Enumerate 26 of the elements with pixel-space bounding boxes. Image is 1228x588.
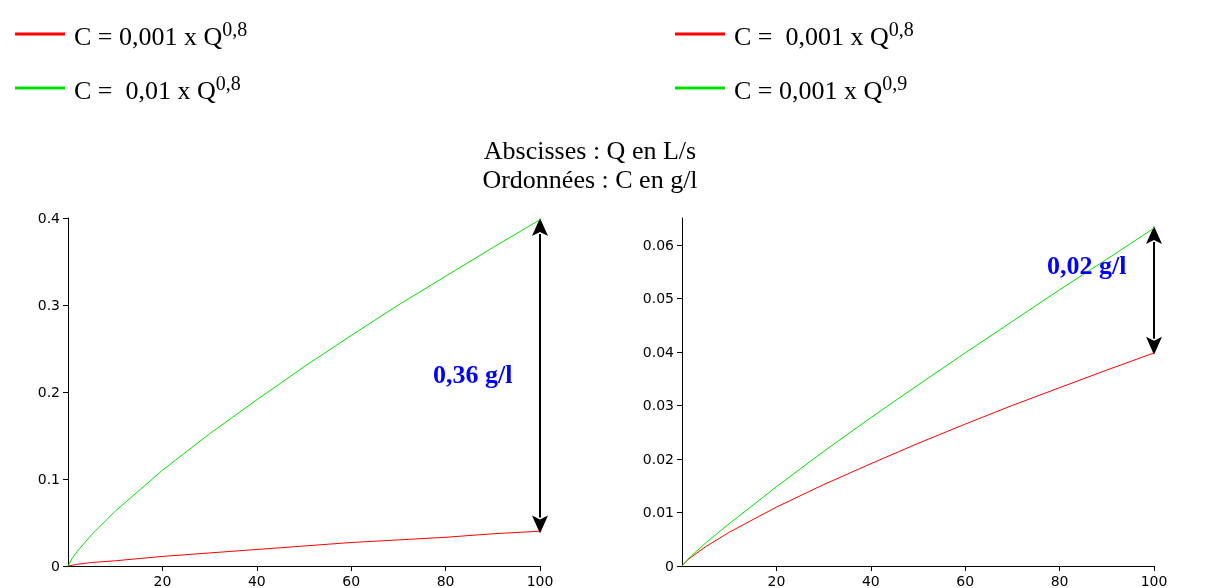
annotation: 0,02 g/l: [1047, 250, 1127, 281]
y-tick-label: 0.4: [37, 210, 61, 226]
x-tick-label: 80: [1050, 573, 1069, 588]
x-tick-label: 20: [767, 573, 786, 588]
x-tick-label: 60: [956, 573, 975, 588]
x-tick-label: 80: [436, 573, 455, 588]
y-tick-label: 0.06: [642, 236, 675, 253]
text: Ordonnées : C en g/l: [481, 165, 699, 194]
y-tick-label: 0.01: [642, 504, 674, 521]
x-tick-label: 20: [153, 573, 172, 588]
y-tick-label: 0.05: [642, 290, 674, 307]
y-tick-label: 0.3: [37, 297, 60, 313]
y-tick-label: 0.04: [642, 343, 675, 360]
x-tick-label: 100: [1140, 573, 1168, 588]
y-tick-label: 0.2: [37, 384, 60, 400]
x-tick-label: 60: [342, 573, 361, 588]
x-tick-label: 100: [526, 573, 554, 588]
y-tick-label: 0.1: [37, 471, 60, 487]
x-tick-label: 40: [861, 573, 880, 588]
y-tick-label: 0: [665, 558, 674, 574]
y-tick-label: 0.02: [642, 450, 674, 467]
annotation: 0,36 g/l: [433, 360, 513, 391]
y-tick-label: 0.03: [642, 397, 674, 414]
x-tick-label: 40: [247, 573, 266, 588]
text: Abscisses : Q en L/s: [482, 136, 698, 165]
y-tick-label: 0: [51, 558, 60, 574]
